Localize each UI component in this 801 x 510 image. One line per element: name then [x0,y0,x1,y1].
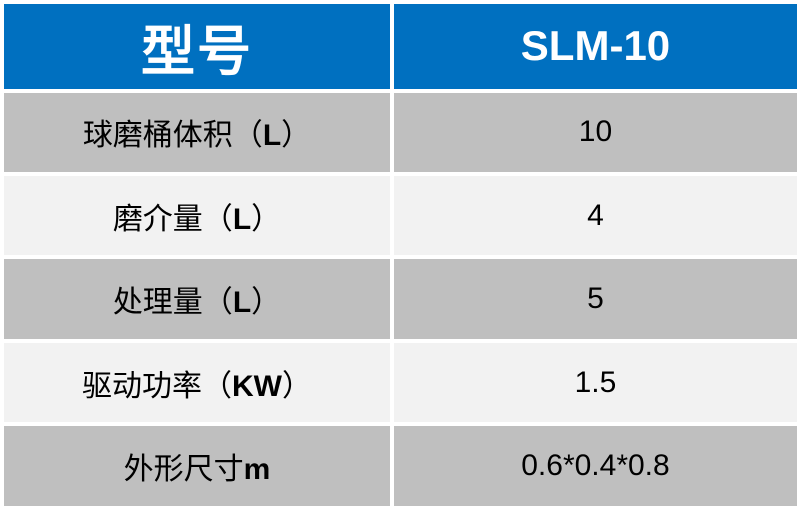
label-text: 外形尺寸 [123,453,244,487]
row-drive-power-value: 1.5 [393,342,797,423]
row-barrel-volume-value: 10 [393,92,797,172]
row-dimensions-label: 外形尺寸m [4,426,390,506]
label-text-end: ） [281,369,312,403]
label-text: 驱动功率（ [81,369,232,403]
unit-text: L [262,119,282,153]
row-grinding-media: 磨介量（L） 4 [4,176,797,256]
header-model-value: SLM-10 [393,4,797,89]
unit-text: m [243,453,271,487]
label-text-end: ） [251,202,282,236]
unit-text: L [232,286,252,320]
row-grinding-media-label: 磨介量（L） [4,176,390,256]
row-dimensions: 外形尺寸m 0.6*0.4*0.8 [4,426,797,506]
header-row: 型号 SLM-10 [4,4,797,89]
row-grinding-media-value: 4 [393,176,797,256]
header-model-label: 型号 [4,4,390,89]
row-drive-power-label: 驱动功率（KW） [4,342,390,423]
label-text-end: ） [281,119,312,153]
row-capacity-label: 处理量（L） [4,259,390,339]
label-text: 磨介量（ [112,202,233,236]
row-drive-power: 驱动功率（KW） 1.5 [4,342,797,423]
row-barrel-volume: 球磨桶体积（L） 10 [4,92,797,172]
label-text: 球磨桶体积（ [82,119,263,153]
unit-text: L [232,202,252,236]
row-barrel-volume-label: 球磨桶体积（L） [4,92,390,172]
row-capacity-value: 5 [393,259,797,339]
row-dimensions-value: 0.6*0.4*0.8 [393,426,797,506]
row-capacity: 处理量（L） 5 [4,259,797,339]
unit-text: KW [231,369,282,403]
label-text-end: ） [251,286,282,320]
label-text: 处理量（ [112,286,233,320]
